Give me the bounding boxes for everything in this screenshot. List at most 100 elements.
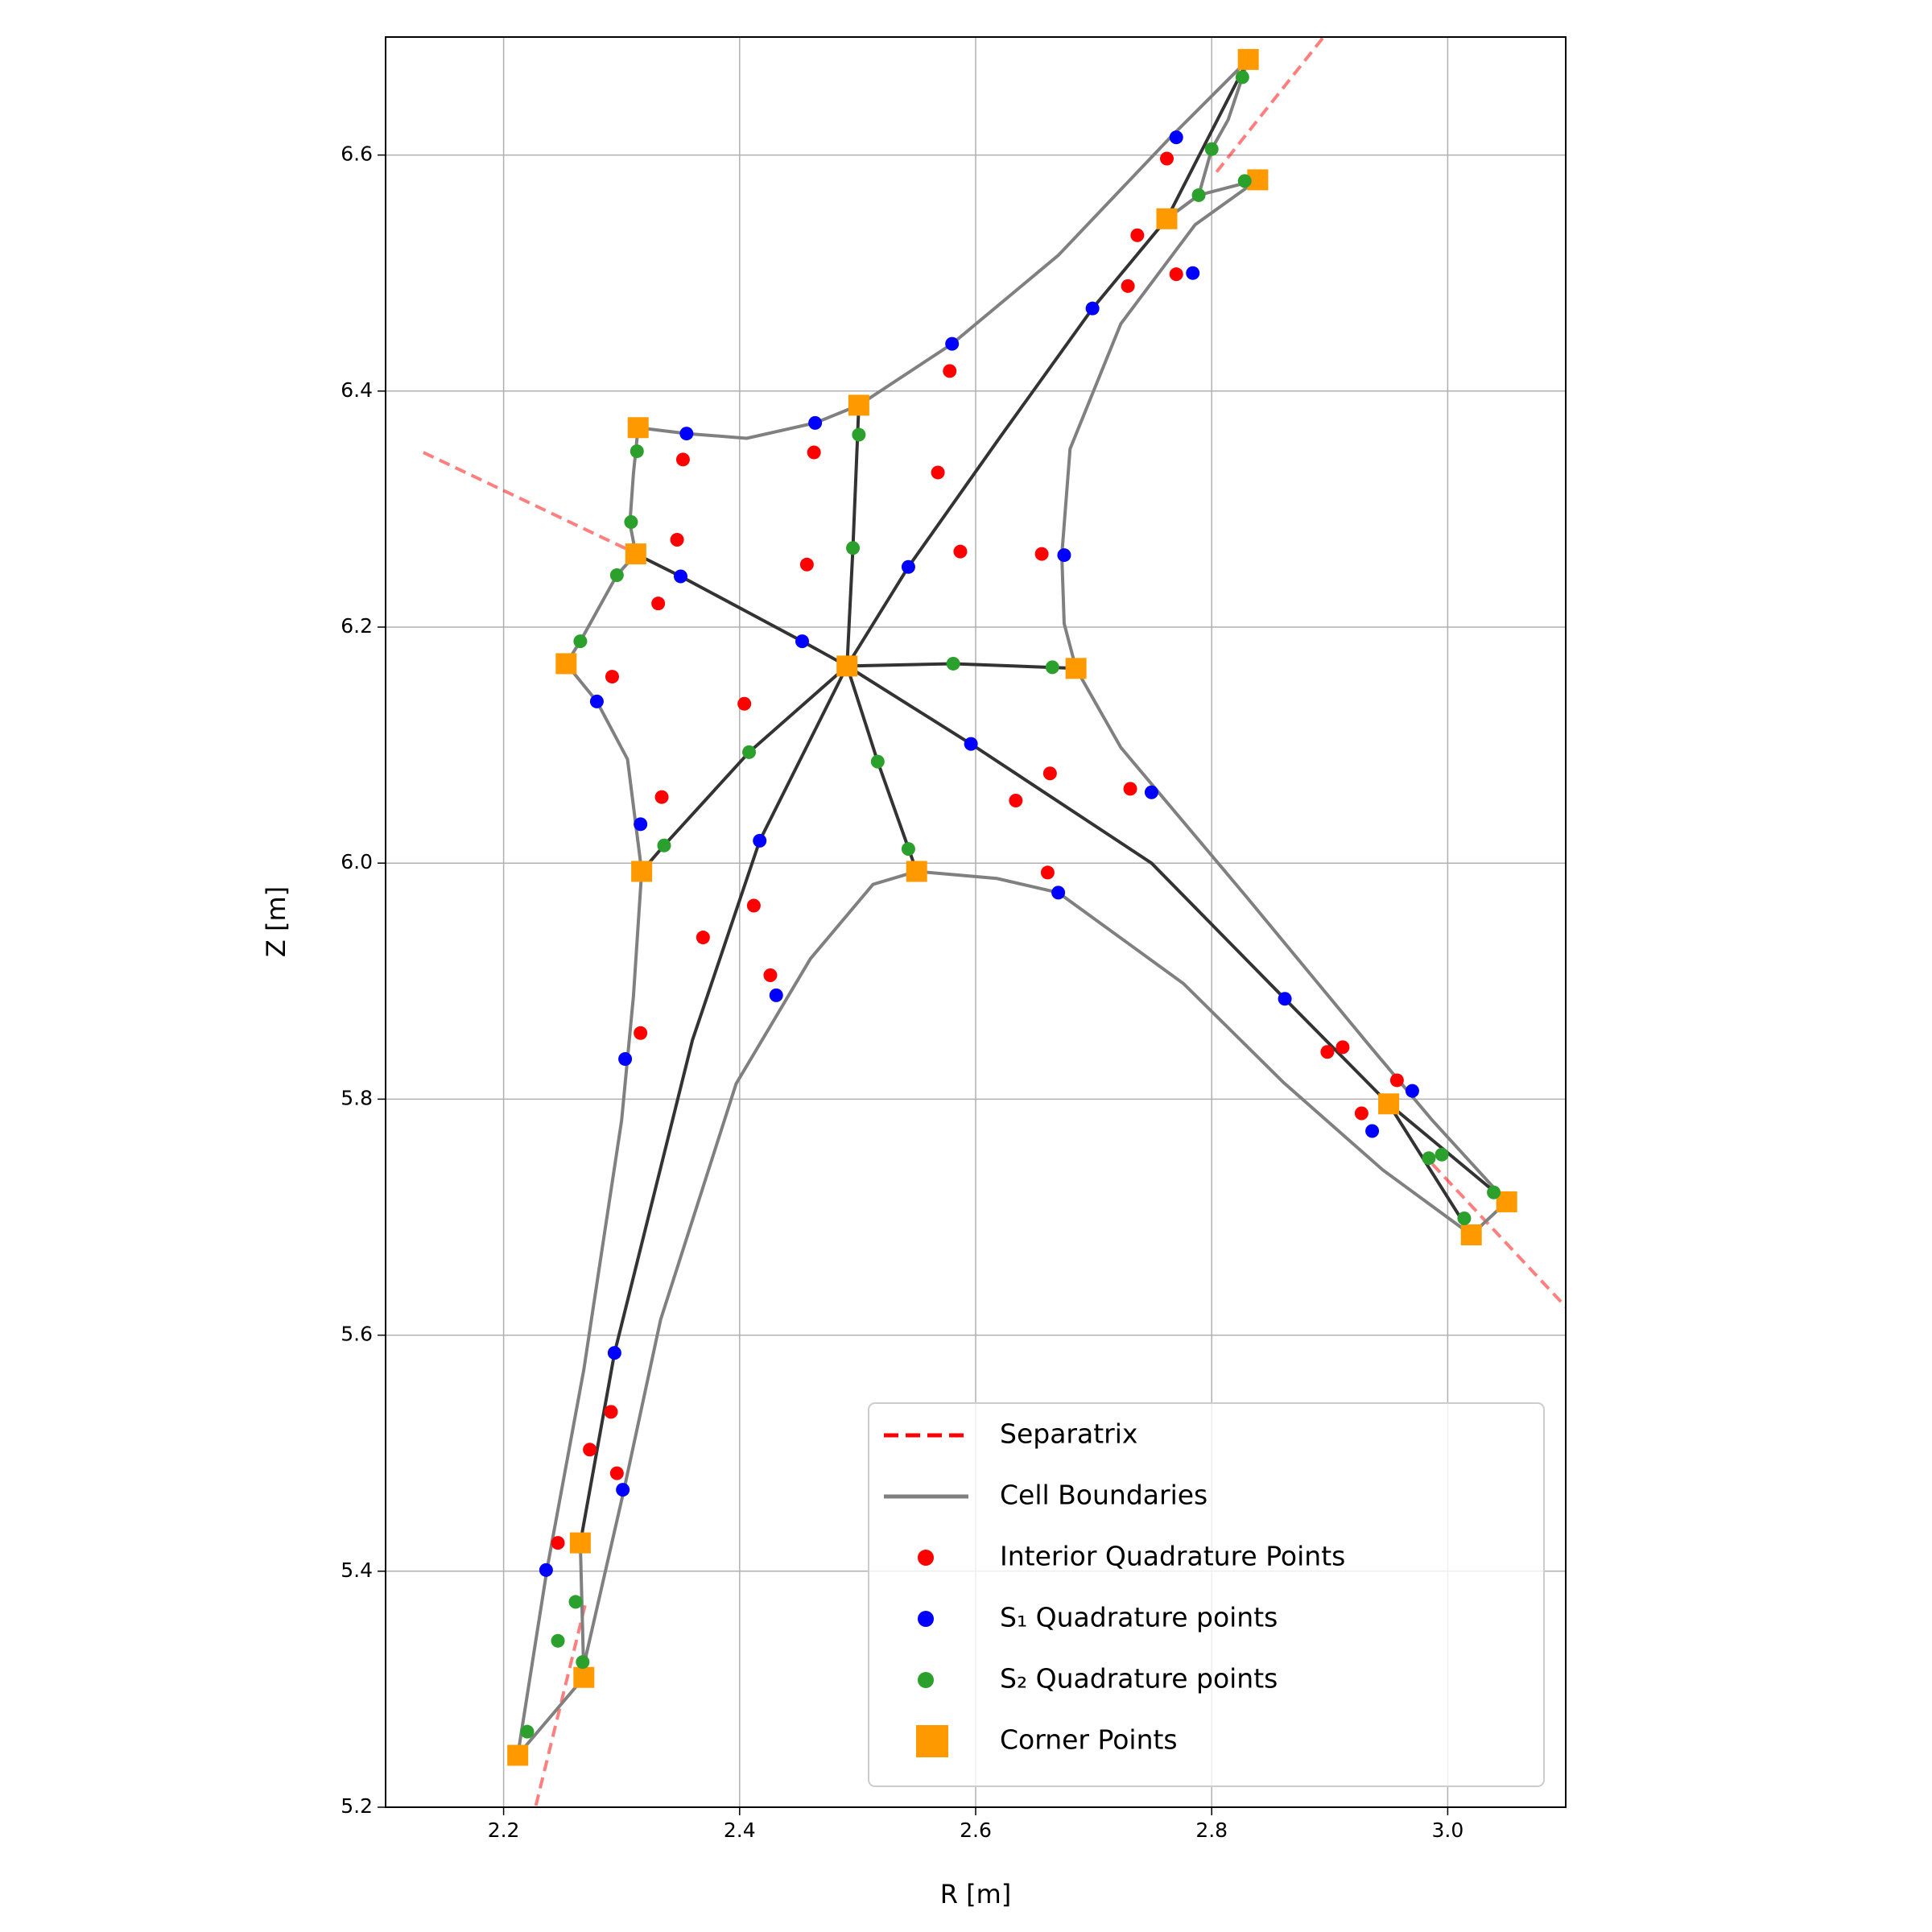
quadrature-point [1144, 785, 1158, 799]
quadrature-point [624, 515, 638, 530]
cell-spoke [640, 664, 848, 873]
quadrature-point [1045, 660, 1059, 675]
quadrature-point [609, 1466, 624, 1480]
x-tick-label: 2.6 [960, 1818, 992, 1842]
quadrature-point [1435, 1147, 1449, 1162]
quadrature-point [1389, 1073, 1404, 1088]
quadrature-point [1042, 766, 1057, 781]
y-tick-label: 5.2 [341, 1794, 373, 1818]
corner-point [507, 1744, 529, 1766]
quadrature-point [846, 541, 861, 555]
quadrature-point [1159, 151, 1174, 166]
quadrature-point [1169, 130, 1183, 145]
quadrature-point [1191, 188, 1206, 202]
legend-label: S₂ Quadrature points [1000, 1663, 1278, 1695]
y-tick-label: 5.4 [341, 1558, 373, 1582]
ticks: 2.2 2.4 2.6 2.8 3.0 5.2 5.4 5.6 5.8 6.0 6.2 6.4 6.6 [341, 142, 1463, 1842]
quadrature-point [1051, 886, 1066, 900]
legend-label: Cell Boundaries [1000, 1480, 1208, 1511]
quadrature-point [539, 1563, 553, 1577]
quadrature-point [808, 415, 823, 430]
quadrature-point [607, 1346, 621, 1360]
quadrature-point [870, 754, 885, 769]
quadrature-point [953, 544, 968, 559]
quadrature-point [799, 557, 814, 572]
quadrature-point [1237, 174, 1252, 188]
quadrature-point [604, 1405, 618, 1419]
corner-point [573, 1666, 595, 1688]
quadrature-point [1335, 1040, 1350, 1055]
quadrature-point [1009, 794, 1023, 808]
y-tick-label: 5.6 [341, 1323, 373, 1346]
quadrature-point [1365, 1124, 1380, 1138]
corner-point [625, 543, 646, 565]
quadrature-point [551, 1536, 565, 1550]
separatrix-or-boundary [1060, 178, 1509, 1203]
quadrature-point [568, 1595, 583, 1609]
y-tick-label: 6.6 [341, 142, 373, 166]
quadrature-point [1278, 992, 1292, 1006]
quadrature-point [852, 427, 866, 442]
quadrature-point [1204, 142, 1219, 156]
quadrature-point [670, 533, 684, 547]
cell-spoke [846, 664, 1508, 1203]
legend-handle [918, 1550, 934, 1566]
quadrature-point [1235, 70, 1249, 85]
plot-area [423, 37, 1567, 1808]
quadrature-point [616, 1483, 630, 1497]
quadrature-point [742, 745, 757, 759]
quadrature-point [634, 817, 648, 832]
quadrature-point [1040, 865, 1055, 880]
quadrature-point [945, 336, 960, 351]
corner-point [555, 653, 577, 675]
quadrature-point [651, 597, 666, 611]
quadrature-point [589, 694, 604, 708]
quadrature-point [634, 1026, 648, 1040]
quadrature-point [1130, 228, 1145, 242]
quadrature-point [618, 1052, 633, 1067]
cell-spoke [1387, 1103, 1473, 1236]
y-tick-label: 6.4 [341, 378, 373, 402]
corner-point [569, 1532, 591, 1554]
quadrature-point [737, 696, 752, 711]
legend-label: Corner Points [1000, 1724, 1178, 1756]
corner-point [1460, 1224, 1482, 1245]
cell-spoke [845, 58, 1250, 667]
separatrix-or-boundary [1430, 1162, 1567, 1308]
quadrature-point [901, 559, 915, 574]
legend-label: Interior Quadrature Points [1000, 1541, 1345, 1572]
separatrix-or-boundary [582, 869, 1472, 1678]
corner-point [631, 861, 653, 882]
quadrature-point [1169, 267, 1183, 282]
legend-handle [916, 1725, 948, 1757]
quadrature-point [1354, 1106, 1368, 1121]
legend-handle [918, 1672, 934, 1688]
legend-handle [918, 1611, 934, 1627]
x-tick-label: 2.2 [488, 1818, 520, 1842]
quadrature-point [1487, 1185, 1501, 1199]
y-tick-label: 6.2 [341, 614, 373, 638]
quadrature-point [675, 452, 690, 467]
quadrature-point [551, 1633, 565, 1648]
cell-spoke [634, 552, 848, 668]
x-tick-label: 2.8 [1195, 1818, 1228, 1842]
separatrix-or-boundary [423, 451, 638, 555]
corner-point [906, 861, 927, 882]
legend-box [868, 1402, 1545, 1787]
quadrature-point [583, 1443, 597, 1457]
quadrature-point [753, 833, 767, 848]
quadrature-point [901, 842, 915, 857]
quadrature-point [696, 931, 710, 945]
x-axis-label: R [m] [940, 1879, 1012, 1909]
quadrature-point [1405, 1084, 1419, 1098]
corner-point [1378, 1093, 1400, 1115]
y-tick-label: 6.0 [341, 850, 373, 873]
quadrature-point [1457, 1211, 1472, 1225]
legend: Separatrix Cell Boundaries Interior Quadra… [868, 1402, 1545, 1787]
quadrature-point [964, 737, 978, 751]
corner-point [1065, 658, 1087, 679]
quadrature-point [931, 465, 945, 480]
y-tick-label: 5.8 [341, 1086, 373, 1109]
corner-point [848, 394, 869, 416]
quadrature-point [1123, 782, 1137, 796]
